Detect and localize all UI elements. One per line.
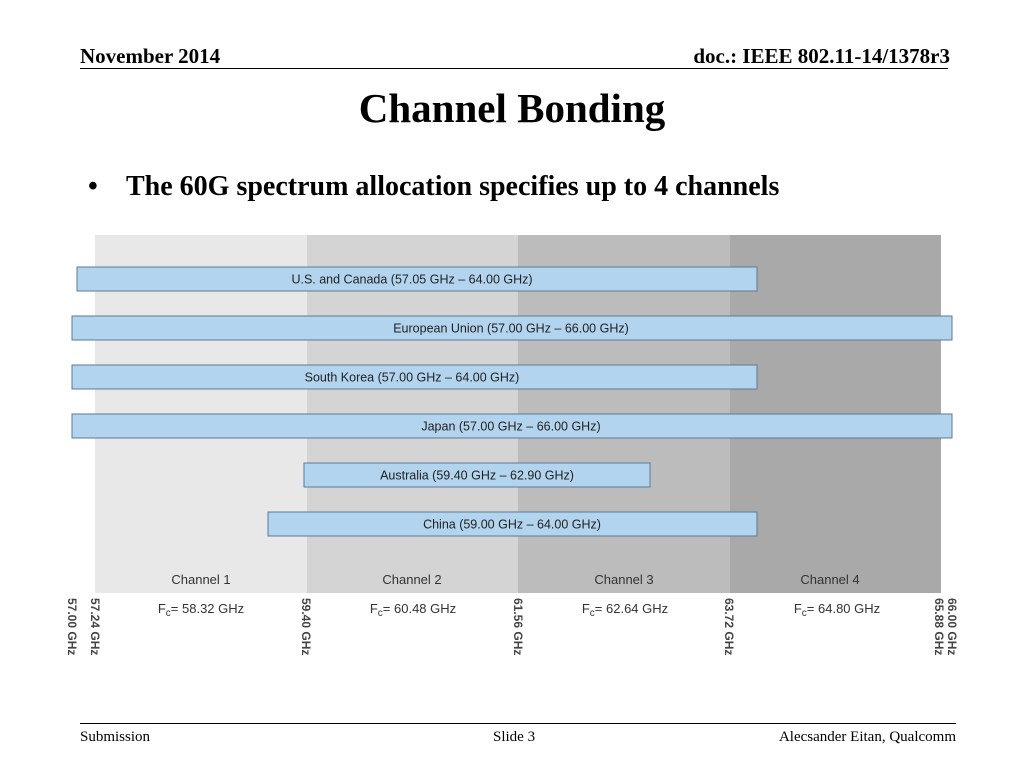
band-japan: Japan (57.00 GHz – 66.00 GHz) — [71, 413, 953, 439]
fc-subscript: c — [802, 608, 807, 619]
band-label: European Union (57.00 GHz – 66.00 GHz) — [393, 322, 629, 336]
tick-65-88: 65.88 GHz — [932, 598, 946, 655]
band-label: Japan (57.00 GHz – 66.00 GHz) — [421, 420, 600, 434]
fc-prefix: F — [158, 601, 166, 616]
band-china: China (59.00 GHz – 64.00 GHz) — [267, 511, 758, 537]
tick-66-00: 66.00 GHz — [945, 598, 959, 655]
band-bar — [71, 315, 953, 341]
channel-1-center-frequency: Fc= 58.32 GHz — [158, 601, 244, 619]
channel-1-label: Channel 1 — [171, 572, 230, 587]
fc-subscript: c — [590, 608, 595, 619]
band-label: Australia (59.40 GHz – 62.90 GHz) — [380, 469, 574, 483]
channel-2-center-frequency: Fc= 60.48 GHz — [370, 601, 456, 619]
band-label: South Korea (57.00 GHz – 64.00 GHz) — [305, 371, 520, 385]
footer-submission: Submission — [80, 729, 151, 745]
band-european-union: European Union (57.00 GHz – 66.00 GHz) — [71, 315, 953, 341]
bullet-text: The 60G spectrum allocation specifies up… — [126, 171, 780, 202]
channel-3-center-frequency: Fc= 62.64 GHz — [582, 601, 668, 619]
header-rule — [80, 68, 948, 69]
header-date: November 2014 — [80, 44, 221, 68]
band-south-korea: South Korea (57.00 GHz – 64.00 GHz) — [71, 364, 758, 390]
channel-4-label: Channel 4 — [800, 572, 859, 587]
fc-value: = 60.48 GHz — [383, 601, 456, 616]
band-label: China (59.00 GHz – 64.00 GHz) — [423, 518, 601, 532]
fc-value: = 62.64 GHz — [595, 601, 668, 616]
tick-61-56: 61.56 GHz — [511, 598, 525, 655]
footer-rule — [80, 723, 956, 724]
footer-slide-number: Slide 3 — [493, 729, 536, 745]
fc-value: = 58.32 GHz — [171, 601, 244, 616]
fc-subscript: c — [378, 608, 383, 619]
band-bar — [71, 413, 953, 439]
fc-value: = 64.80 GHz — [807, 601, 880, 616]
tick-57-24: 57.24 GHz — [88, 598, 102, 655]
slide-title: Channel Bonding — [358, 85, 666, 131]
band-label: U.S. and Canada (57.05 GHz – 64.00 GHz) — [291, 273, 532, 287]
tick-57-00: 57.00 GHz — [65, 598, 79, 655]
fc-subscript: c — [166, 608, 171, 619]
band-bar — [267, 511, 758, 537]
band-bar — [71, 364, 758, 390]
channel-3-label: Channel 3 — [594, 572, 653, 587]
fc-prefix: F — [582, 601, 590, 616]
channel-4-center-frequency: Fc= 64.80 GHz — [794, 601, 880, 619]
tick-63-72: 63.72 GHz — [722, 598, 736, 655]
fc-prefix: F — [370, 601, 378, 616]
header-doc-id: doc.: IEEE 802.11-14/1378r3 — [693, 44, 950, 68]
channel-2-label: Channel 2 — [382, 572, 441, 587]
tick-59-40: 59.40 GHz — [299, 598, 313, 655]
fc-prefix: F — [794, 601, 802, 616]
footer-author: Alecsander Eitan, Qualcomm — [778, 729, 956, 745]
band-bar — [76, 266, 758, 292]
band-us-canada: U.S. and Canada (57.05 GHz – 64.00 GHz) — [76, 266, 758, 292]
bullet-dot: • — [88, 171, 98, 202]
band-bar — [303, 462, 651, 488]
band-australia: Australia (59.40 GHz – 62.90 GHz) — [303, 462, 651, 488]
